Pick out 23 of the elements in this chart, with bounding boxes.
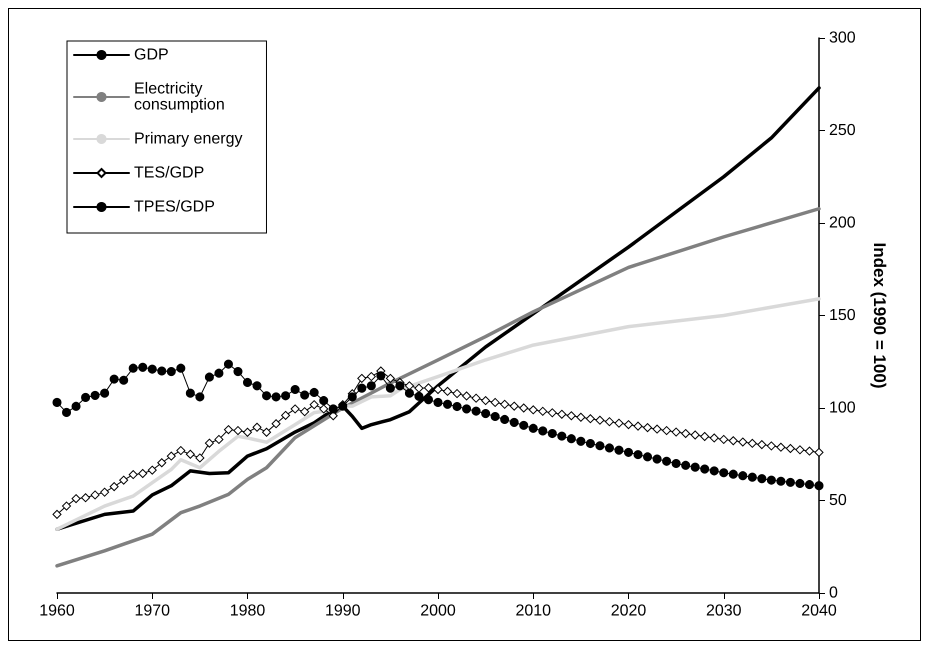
x-tick-label: 1970 bbox=[134, 602, 170, 620]
y-axis-title: Index (1990 = 100) bbox=[870, 242, 889, 389]
y-tick-label: 50 bbox=[829, 492, 847, 509]
y-tick-label: 0 bbox=[829, 584, 838, 602]
x-tick-label: 2010 bbox=[515, 602, 552, 620]
x-tick-label: 1990 bbox=[324, 602, 361, 620]
legend-label: GDP bbox=[134, 46, 169, 64]
legend-label: Electricity consumption bbox=[134, 80, 225, 114]
x-tick-label: 1960 bbox=[39, 602, 75, 620]
x-tick-label: 2000 bbox=[420, 602, 456, 620]
y-tick-label: 250 bbox=[829, 122, 856, 139]
y-tick-label: 150 bbox=[829, 307, 856, 324]
legend-label: TPES/GDP bbox=[134, 198, 215, 216]
x-tick-label: 2020 bbox=[610, 602, 646, 620]
line-series bbox=[55, 297, 821, 531]
x-tick-label: 2040 bbox=[801, 602, 837, 620]
y-tick-label: 200 bbox=[829, 214, 856, 232]
y-tick-label: 100 bbox=[829, 400, 856, 416]
x-tick-label: 2030 bbox=[706, 602, 742, 620]
x-tick-label: 1980 bbox=[230, 602, 266, 620]
y-tick-label: 300 bbox=[829, 30, 856, 46]
legend-label: TES/GDP bbox=[134, 164, 204, 182]
legend-label: Primary energy bbox=[134, 130, 242, 148]
